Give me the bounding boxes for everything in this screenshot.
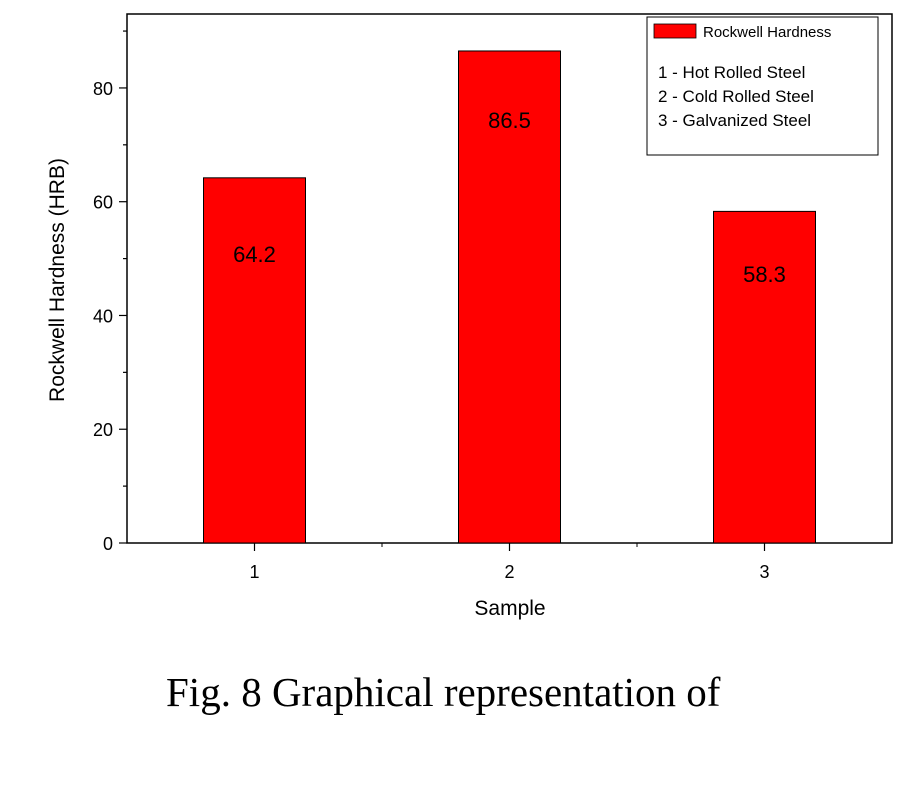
data-label-2: 86.5 [488,108,531,133]
legend-note: 1 - Hot Rolled Steel [658,63,805,82]
figure-caption: Fig. 8 Graphical representation of [166,669,721,715]
y-tick-label: 60 [93,193,113,213]
bar-chart: 64.2 86.5 58.3 0 20 40 60 80 1 2 3 Sample Rockwell H… [46,13,893,620]
y-tick-label: 20 [93,420,113,440]
legend-series-label: Rockwell Hardness [703,24,831,41]
x-axis-label: Sample [474,597,545,620]
data-label-3: 58.3 [743,262,786,287]
legend-swatch [653,23,697,39]
y-tick-label: 40 [93,306,113,326]
legend-note: 2 - Cold Rolled Steel [658,87,814,106]
x-tick-label: 2 [504,562,514,582]
x-tick-label: 1 [249,562,259,582]
bar-1 [203,177,306,544]
data-label-1: 64.2 [233,242,276,267]
y-axis-label: Rockwell Hardness (HRB) [46,158,69,402]
bar-3 [713,210,816,544]
bar-2 [458,50,561,544]
legend-note: 3 - Galvanized Steel [658,111,811,130]
y-tick-label: 80 [93,79,113,99]
legend-box [646,16,879,156]
x-tick-label: 3 [759,562,769,582]
y-tick-label: 0 [103,534,113,554]
